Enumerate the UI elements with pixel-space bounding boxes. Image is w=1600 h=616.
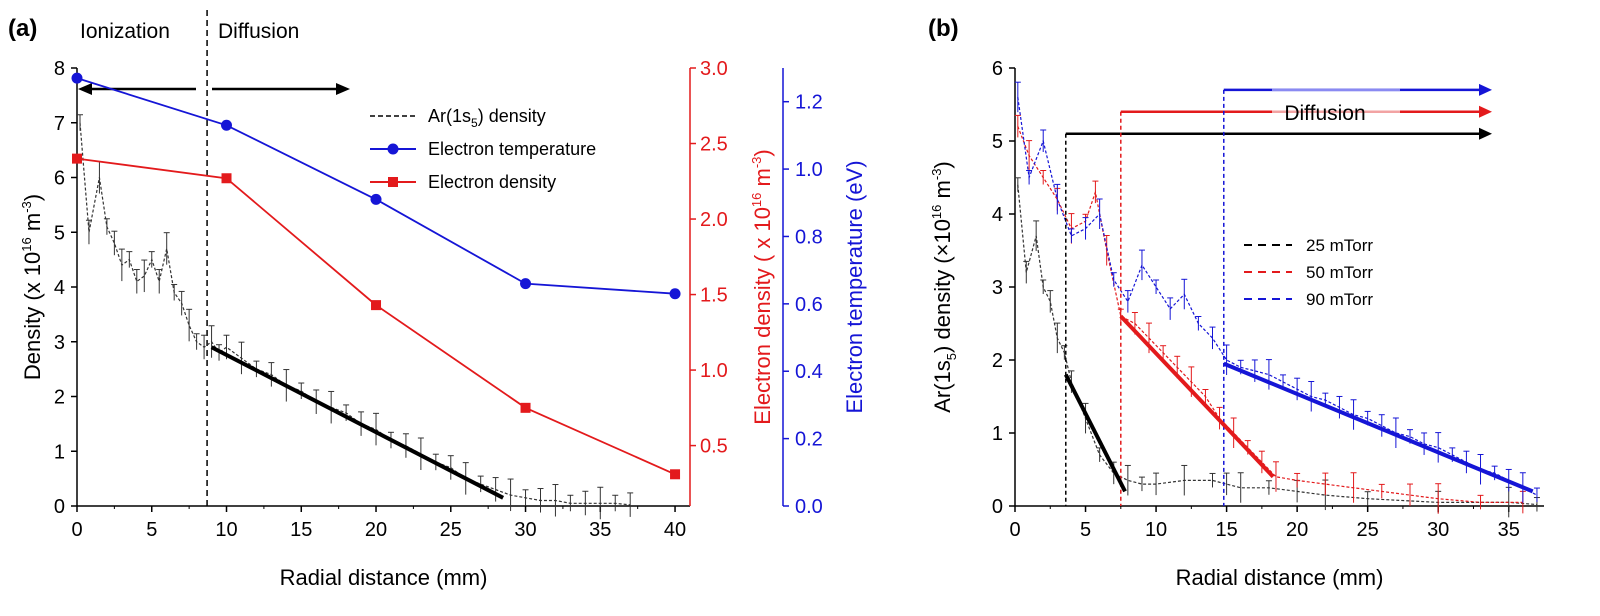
panel-b-y-tick-label: 5	[992, 131, 1003, 153]
panel-a-x-tick-label: 30	[514, 519, 536, 541]
series-50-mtorr-diffusion-arrowhead	[1479, 105, 1492, 118]
ionization-arrow-head	[78, 83, 92, 95]
panel-a-red-tick-label: 2.0	[700, 209, 728, 231]
region-diffusion-label: Diffusion	[218, 20, 299, 43]
panel-a-red-tick-label: 1.0	[700, 360, 728, 382]
panel-b-y-tick-label: 2	[992, 350, 1003, 372]
panel-a-x-tick-label: 10	[215, 519, 237, 541]
panel-a-blue-tick-label: 0.8	[795, 226, 823, 248]
panel-b-x-tick-label: 10	[1145, 519, 1167, 541]
electron-temperature-point	[669, 288, 681, 300]
legend-te-label: Electron temperature	[428, 139, 596, 159]
panel-b-y-tick-label: 1	[992, 423, 1003, 445]
panel-b-y-tick-label: 4	[992, 204, 1003, 226]
series-25-mtorr-diffusion-arrowhead	[1479, 127, 1492, 140]
diffusion-label-b: Diffusion	[1284, 102, 1365, 125]
electron-density-point	[221, 173, 232, 184]
series-25-mtorr-fit-line	[1064, 373, 1127, 493]
panel-a-left-tick-label: 5	[54, 222, 65, 244]
electron-density-point	[371, 300, 382, 311]
panel-a-blue-axis-title: Electron temperature (eV)	[842, 160, 867, 413]
panel-a-red-axis-title: Electron density ( x 1016 m-3)	[749, 149, 775, 424]
legend-te-marker	[387, 143, 399, 155]
panel-a-x-tick-label: 40	[664, 519, 686, 541]
panel-a-x-tick-label: 5	[146, 519, 157, 541]
panel-a-x-tick-label: 25	[440, 519, 462, 541]
legend-50-label: 50 mTorr	[1306, 263, 1373, 282]
panel-b-x-tick-label: 35	[1498, 519, 1520, 541]
panel-b-x-tick-label: 5	[1080, 519, 1091, 541]
electron-temperature-point	[370, 193, 382, 205]
panel-a-x-tick-label: 0	[71, 519, 82, 541]
panel-a-left-tick-label: 3	[54, 332, 65, 354]
panel-a-left-tick-label: 1	[54, 441, 65, 463]
panel-a-blue-tick-label: 1.2	[795, 92, 823, 114]
panel-a-blue-tick-label: 0.4	[795, 361, 823, 383]
ar-density-fit-line	[210, 345, 505, 500]
panel-a-x-tick-label: 20	[365, 519, 387, 541]
series-50-mtorr-fit-line	[1119, 314, 1275, 479]
panel-a-left-tick-label: 0	[54, 496, 65, 518]
panel-a-blue-tick-label: 0.2	[795, 429, 823, 451]
panel-a-red-tick-label: 0.5	[700, 436, 728, 458]
panel-b-y-tick-label: 3	[992, 277, 1003, 299]
series-90-mtorr-line	[1017, 97, 1538, 496]
panel-a-label: (a)	[8, 15, 37, 42]
panel-b-x-tick-label: 25	[1357, 519, 1379, 541]
panel-b-x-tick-label: 20	[1286, 519, 1308, 541]
panel-b-label: (b)	[928, 15, 959, 42]
panel-a-blue-tick-label: 0.0	[795, 496, 823, 518]
panel-b-y-axis-title: Ar(1s5) density (×1016 m-3)	[929, 161, 959, 413]
panel-a-red-tick-label: 1.5	[700, 285, 728, 307]
panel-a-red-tick-label: 2.5	[700, 134, 728, 156]
electron-density-point	[670, 469, 681, 480]
panel-a-left-axis-title: Density (x 1016 m-3)	[19, 194, 45, 380]
panel-a-x-tick-label: 15	[290, 519, 312, 541]
panel-a-left-tick-label: 6	[54, 168, 65, 190]
panel-a-left-tick-label: 7	[54, 113, 65, 135]
panel-a-blue-tick-label: 0.6	[795, 294, 823, 316]
panel-b-x-tick-label: 0	[1009, 519, 1020, 541]
panel-b-y-tick-label: 0	[992, 496, 1003, 518]
panel-b-x-tick-label: 15	[1215, 519, 1237, 541]
series-90-mtorr-fit-line	[1223, 361, 1534, 494]
legend-ne-marker	[388, 177, 398, 187]
electron-density-point	[520, 402, 531, 413]
series-90-mtorr-diffusion-arrowhead	[1479, 83, 1492, 96]
panel-a-x-tick-label: 35	[589, 519, 611, 541]
panel-b-x-axis-title: Radial distance (mm)	[1176, 565, 1384, 590]
panel-a-left-tick-label: 2	[54, 387, 65, 409]
series-25-mtorr-line	[1017, 184, 1537, 506]
panel-b-y-tick-label: 6	[992, 58, 1003, 80]
diffusion-arrow-head	[336, 83, 350, 95]
panel-a-legend: Ar(1s5) density Electron temperature Ele…	[370, 106, 596, 192]
electron-temperature-point	[71, 72, 83, 84]
panel-a-red-tick-label: 3.0	[700, 58, 728, 80]
electron-temperature-point	[221, 119, 233, 131]
panel-a-left-tick-label: 4	[54, 277, 65, 299]
panel-a-x-axis-title: Radial distance (mm)	[280, 565, 488, 590]
legend-ar-label: Ar(1s5) density	[428, 106, 546, 130]
legend-25-label: 25 mTorr	[1306, 236, 1373, 255]
electron-temperature-point	[520, 278, 532, 290]
panel-b-legend: 25 mTorr 50 mTorr 90 mTorr	[1244, 236, 1373, 309]
legend-ne-label: Electron density	[428, 172, 556, 192]
panel-b-x-tick-label: 30	[1427, 519, 1449, 541]
ar-density-series-line	[79, 122, 631, 506]
panel-a-blue-tick-label: 1.0	[795, 159, 823, 181]
panel-a-left-tick-label: 8	[54, 58, 65, 80]
electron-density-point	[72, 153, 82, 164]
legend-90-label: 90 mTorr	[1306, 290, 1373, 309]
region-ionization-label: Ionization	[80, 20, 170, 43]
series-50-mtorr-line	[1017, 126, 1523, 503]
